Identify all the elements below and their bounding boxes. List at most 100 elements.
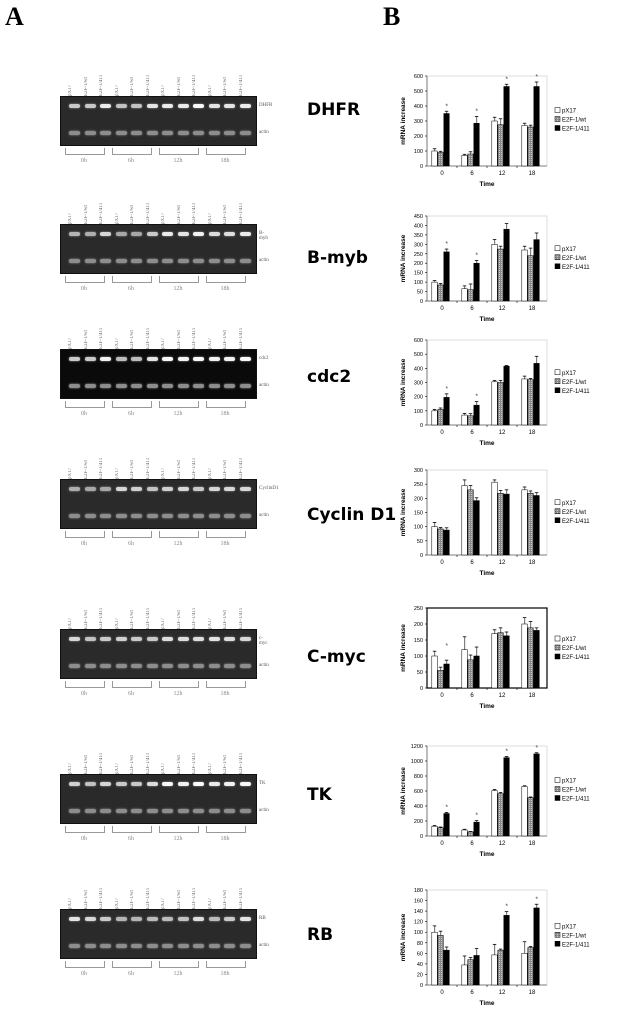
y-tick-label: 100 (414, 654, 423, 660)
legend-swatch (554, 795, 561, 801)
actin-band (193, 944, 204, 948)
lane-label: E2F-1/411 (192, 752, 197, 774)
actin-band (69, 384, 80, 388)
lane-label: E2F-1/411 (238, 887, 244, 909)
bar (461, 649, 468, 689)
actin-band (193, 809, 204, 813)
lane-label: pX17 (68, 897, 73, 909)
gel-bands: DHFR actin (60, 96, 272, 146)
lane-label: pX17 (114, 617, 120, 629)
y-tick-label: 0 (420, 423, 423, 429)
target-band (146, 487, 158, 491)
time-bracket (206, 826, 246, 833)
actin-band (69, 664, 80, 668)
gel-image: pX17 E2F-1/wt E2F-1/411 pX17 E2F-1/wt E2F-1/4… (60, 445, 290, 551)
legend-label: E2F-1/411 (562, 389, 590, 395)
time-bracket (159, 681, 199, 688)
target-band (131, 917, 142, 921)
bar (431, 655, 438, 689)
bar (521, 125, 528, 167)
bar (473, 500, 480, 556)
bar (491, 244, 498, 302)
lane-label: E2F-1/411 (238, 457, 244, 479)
lane-label: E2F-1/wt (176, 330, 182, 349)
bar-chart-cyclin-d1: 0 50 100 150 200 250 300 mRNA increase 0 6 12 18 Tim… (395, 462, 625, 587)
actin-band (115, 514, 127, 518)
lane-label: E2F-1/411 (145, 752, 151, 774)
bar (467, 959, 474, 986)
actin-band (193, 259, 204, 263)
time-bracket (206, 681, 246, 688)
gel-bands: c-myc actin (60, 629, 269, 679)
time-bracket-label: 6h (128, 158, 134, 164)
target-band (239, 487, 251, 491)
target-band (208, 487, 220, 491)
actin-band (208, 664, 220, 668)
x-tick-label: 18 (529, 171, 536, 177)
lane-label: E2F-1/wt (83, 460, 89, 479)
control-band-tag: actin (259, 808, 269, 813)
x-tick-label: 12 (499, 306, 506, 312)
control-band-tag: actin (259, 943, 269, 948)
lane-label: E2F-1/411 (238, 607, 244, 629)
time-bracket-label: 12h (173, 286, 183, 292)
time-bracket (65, 961, 105, 968)
target-band (100, 104, 111, 108)
legend-label: E2F-1/wt (562, 510, 586, 516)
time-bracket (65, 401, 105, 408)
lane-label: pX17 (68, 84, 73, 96)
control-band-tag: actin (259, 258, 269, 263)
y-tick-label: 150 (414, 638, 423, 644)
time-bracket-label: 6h (128, 691, 134, 697)
gel-bands: cdc2 actin (60, 349, 269, 399)
target-band (100, 782, 111, 786)
significance-marker: * (535, 74, 538, 81)
bar (533, 753, 540, 837)
gene-name: C-myc (307, 647, 366, 667)
bar (533, 630, 540, 689)
target-band (193, 104, 204, 108)
time-brackets: 0h 6h 12h 18h (60, 146, 255, 168)
actin-band (193, 664, 204, 668)
time-brackets: 0h 6h 12h 18h (60, 529, 255, 551)
lane-label: E2F-1/wt (83, 890, 89, 909)
lane-label: E2F-1/411 (145, 887, 151, 909)
actin-band (239, 944, 251, 948)
target-band (224, 232, 235, 236)
x-tick-label: 12 (499, 693, 506, 699)
legend-swatch (554, 116, 561, 122)
actin-band (162, 514, 173, 518)
lane-label: E2F-1/wt (83, 755, 89, 774)
actin-band (84, 131, 96, 135)
lane-labels: pX17 E2F-1/wt E2F-1/411 pX17 E2F-1/wt E2F-1/4… (60, 315, 290, 349)
x-tick-label: 0 (440, 171, 444, 177)
bar (527, 627, 534, 689)
actin-band (162, 259, 173, 263)
time-bracket (206, 401, 246, 408)
lane-label: E2F-1/411 (192, 202, 197, 224)
lane-label: E2F-1/wt (130, 77, 135, 96)
target-band (162, 917, 173, 921)
target-band (100, 357, 111, 361)
y-tick-label: 300 (414, 381, 423, 387)
y-tick-label: 100 (414, 149, 423, 155)
bar (437, 670, 444, 689)
legend-swatch (554, 517, 561, 523)
y-tick-label: 0 (420, 686, 423, 692)
bar (443, 529, 450, 556)
time-bracket-label: 0h (81, 158, 87, 164)
actin-band (193, 384, 204, 388)
actin-band (84, 944, 96, 948)
y-axis-label: mRNA increase (400, 488, 407, 536)
lane-label: pX17 (68, 617, 73, 629)
lane-label: E2F-1/wt (83, 205, 89, 224)
actin-band (131, 514, 142, 518)
bar (437, 827, 444, 837)
time-bracket-label: 18h (220, 691, 230, 697)
time-bracket (112, 826, 152, 833)
bar (497, 492, 504, 556)
bar (491, 790, 498, 837)
y-tick-label: 300 (414, 119, 423, 125)
actin-band (146, 384, 158, 388)
actin-band (84, 514, 96, 518)
